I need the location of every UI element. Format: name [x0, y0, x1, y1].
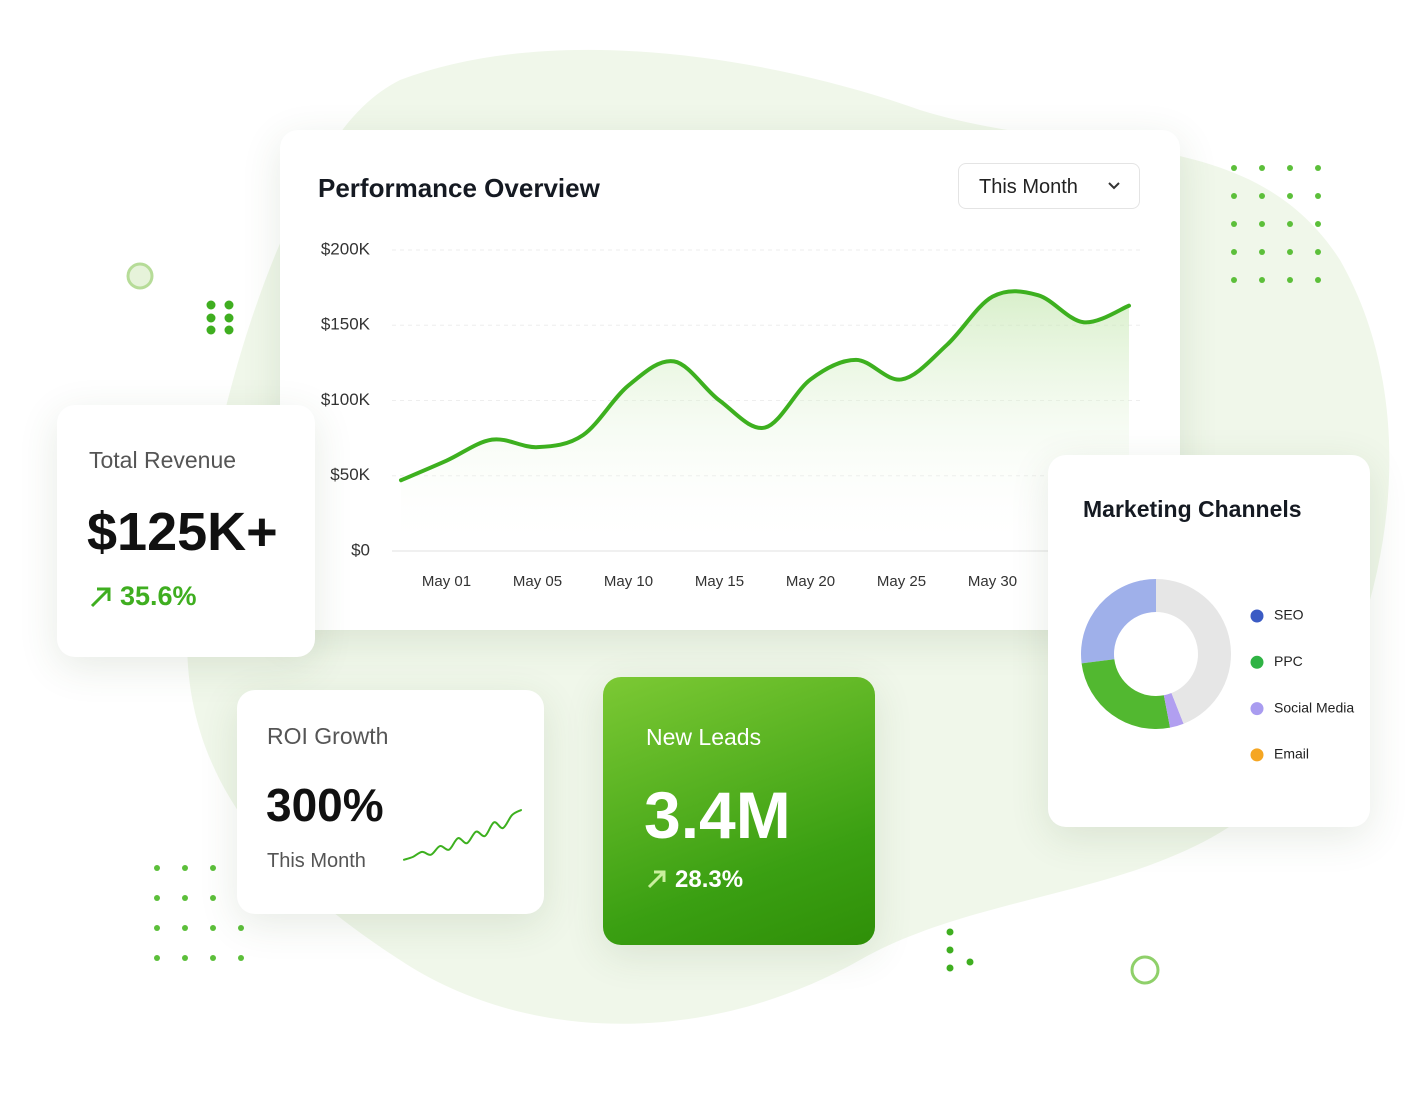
donut-slice: [1081, 659, 1171, 729]
donut-chart: SEO PPC Social Media Email: [1081, 579, 1354, 762]
chart-title: Marketing Channels: [1083, 496, 1302, 522]
x-tick-label: May 20: [786, 573, 835, 590]
deco-dots: [206, 300, 974, 972]
x-tick-label: May 10: [604, 573, 653, 590]
card-change: 35.6%: [120, 581, 197, 611]
x-tick-label: May 30: [968, 573, 1017, 590]
performance-card: Performance Overview This Month $0 $50K $1…: [280, 130, 1180, 630]
legend-marker: [1250, 702, 1264, 716]
chart-title: Performance Overview: [318, 173, 600, 203]
card-value: 3.4M: [644, 778, 791, 852]
legend-marker: [1250, 609, 1264, 623]
card-title: New Leads: [646, 724, 762, 750]
data-line: [403, 809, 522, 861]
x-tick-label: May 01: [422, 573, 471, 590]
y-tick-label: $50K: [330, 465, 370, 484]
revenue-card: Total Revenue $125K+ 35.6%: [57, 405, 315, 657]
deco-circle: [126, 262, 154, 290]
card-value: 300%: [266, 779, 384, 831]
trend-arrow: [90, 587, 111, 608]
sparkline: [403, 809, 522, 861]
leads-card: New Leads 3.4M 28.3%: [603, 677, 875, 945]
period-dropdown[interactable]: This Month: [958, 163, 1140, 209]
legend-label: Social Media: [1274, 699, 1354, 715]
legend-marker: [1250, 748, 1264, 762]
card-title: Total Revenue: [89, 447, 237, 473]
card-change: 28.3%: [675, 866, 744, 893]
x-tick-label: May 15: [695, 573, 744, 590]
y-tick-label: $0: [351, 540, 370, 559]
roi-card: ROI Growth 300% This Month: [237, 690, 544, 914]
y-tick-label: $100K: [321, 390, 371, 409]
card-period: This Month: [267, 850, 366, 872]
chevron-icon: [1108, 182, 1120, 190]
donut-slice: [1081, 579, 1156, 664]
card-title: ROI Growth: [267, 723, 389, 749]
line-chart: $0 $50K $100K $150K $200K May 01 May 05 May 10 M…: [321, 239, 1143, 590]
deco-circle: [1130, 955, 1160, 985]
x-tick-label: May 25: [877, 573, 926, 590]
card-value: $125K+: [87, 502, 278, 562]
y-tick-label: $150K: [321, 315, 371, 334]
donut-slice: [1156, 579, 1231, 724]
legend-label: Email: [1274, 746, 1309, 762]
channels-card: Marketing Channels SEO PPC Social Media Ema…: [1048, 455, 1370, 827]
legend-label: PPC: [1274, 653, 1303, 669]
dropdown-label: This Month: [979, 176, 1078, 198]
x-tick-label: May 05: [513, 573, 562, 590]
line-area: [401, 291, 1129, 551]
data-line: [399, 289, 1131, 483]
deco-grid-dots: [154, 165, 1321, 961]
legend-marker: [1250, 655, 1264, 669]
legend-label: SEO: [1274, 607, 1304, 623]
trend-arrow: [647, 870, 666, 889]
donut-slice: [1163, 693, 1184, 728]
y-tick-label: $200K: [321, 239, 371, 258]
